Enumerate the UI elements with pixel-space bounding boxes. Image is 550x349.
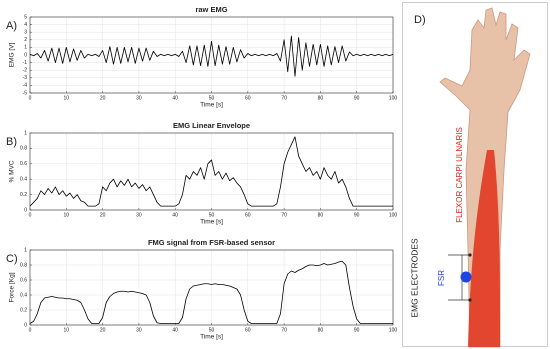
x-tick-label: 60 [245,212,251,218]
x-tick-label: 90 [354,327,360,333]
x-tick-label: 60 [245,95,251,101]
x-tick-label: 20 [100,95,106,101]
data-line [29,260,393,324]
y-tick-label: -3 [23,75,28,81]
electrode [468,253,472,257]
x-tick-label: 20 [100,327,106,333]
y-tick-label: 0.8 [20,262,27,268]
chart-title: raw EMG [195,5,227,14]
x-tick-label: 70 [281,327,287,333]
chart-title: EMG Linear Envelope [173,121,250,130]
y-tick-label: 0.8 [20,146,27,152]
y-tick-label: 0.6 [20,277,27,283]
x-tick-label: 70 [281,212,287,218]
chart-title: FMG signal from FSR-based sensor [148,238,275,247]
y-tick-label: 0.6 [20,161,27,167]
x-tick-label: 50 [209,327,215,333]
chart: 0 10 20 30 40 50 60 70 80 90 100-5-4-3-2-1012345ra… [6,5,397,109]
x-tick-label: 20 [100,212,106,218]
x-axis-label: Time [s] [200,102,223,109]
y-tick-label: 2 [24,37,27,43]
x-tick-label: 50 [209,95,215,101]
y-tick-label: 3 [24,30,27,36]
x-tick-label: 100 [389,212,398,218]
x-tick-label: 80 [318,327,324,333]
x-tick-label: 50 [209,212,215,218]
x-tick-label: 80 [318,212,324,218]
sensor-label: FSR [437,270,446,286]
x-tick-label: 0 [29,327,32,333]
panel-label: C) [6,253,18,265]
y-tick-label: -1 [23,60,28,66]
x-tick-label: 40 [172,212,178,218]
x-tick-label: 80 [318,95,324,101]
y-tick-label: 5 [24,14,27,20]
x-tick-label: 10 [64,95,70,101]
y-tick-label: 1 [24,45,27,51]
plot-frame [29,16,394,94]
y-tick-label: 0.2 [20,307,27,313]
panel-label: D) [414,14,426,26]
panel-label: A) [6,20,17,32]
x-tick-label: 90 [354,212,360,218]
muscle-label: FLEXOR CARPI ULNARIS [455,127,464,223]
plot-frame [29,132,394,211]
y-tick-label: 0 [24,322,27,328]
y-tick-label: 1 [24,247,27,253]
x-tick-label: 100 [389,327,398,333]
x-tick-label: 90 [354,95,360,101]
muscle [468,150,500,347]
y-tick-label: -2 [23,68,28,74]
x-tick-label: 70 [281,95,287,101]
x-tick-label: 40 [172,327,178,333]
x-axis-label: Time [s] [200,219,223,226]
x-axis-label: Time [s] [200,334,223,341]
chart: 0 10 20 30 40 50 60 70 80 90 100 0 0.2 0.4 0.6 0.8 1 FMG … [6,238,397,341]
y-tick-label: -5 [23,90,28,96]
x-tick-label: 30 [136,95,142,101]
fsr-sensor [460,271,472,283]
y-tick-label: 0.4 [20,292,27,298]
x-tick-label: 100 [389,95,398,101]
data-line [29,136,393,207]
electrode [468,298,472,302]
x-tick-label: 40 [172,95,178,101]
data-line [29,35,394,77]
y-tick-label: 0.2 [20,192,27,198]
y-axis-label: % MVC [9,160,16,182]
y-axis-label: Force [Kg] [9,272,16,302]
y-tick-label: 1 [24,130,27,136]
y-axis-label: EMG [V] [9,43,16,68]
x-tick-label: 0 [29,95,32,101]
y-tick-label: 0 [24,52,27,58]
x-tick-label: 30 [136,212,142,218]
x-tick-label: 60 [245,327,251,333]
panel-label: B) [6,136,17,148]
x-tick-label: 10 [64,212,70,218]
x-tick-label: 10 [64,327,70,333]
y-tick-label: 0.4 [20,177,27,183]
arm-panel: D) FLEXOR CARPI ULNARIS EMG ELECTRODES F… [402,2,548,348]
x-tick-label: 0 [29,212,32,218]
electrodes-label: EMG ELECTRODES [409,238,419,318]
plot-frame [29,249,394,326]
chart: 0 10 20 30 40 50 60 70 80 90 100 0 0.2 0.4 0.6 0.8 1 EMG … [6,121,397,226]
y-tick-label: 4 [24,22,27,28]
x-tick-label: 30 [136,327,142,333]
y-tick-label: -4 [23,83,28,89]
y-tick-label: 0 [24,207,27,213]
